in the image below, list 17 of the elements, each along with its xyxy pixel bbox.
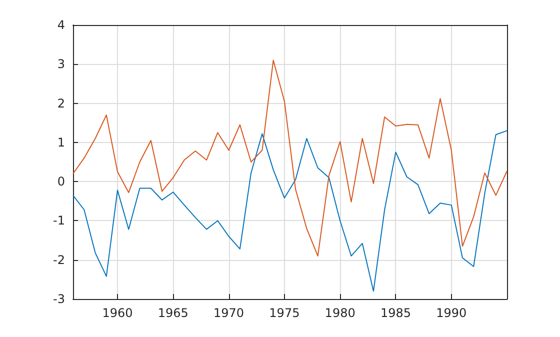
line-series	[72, 130, 508, 292]
y-tick-label: -1	[53, 214, 65, 228]
y-tick-label: 2	[57, 96, 65, 110]
x-tick-label: 1965	[158, 306, 188, 320]
x-tick-label: 1990	[436, 306, 467, 320]
x-tick-label: 1970	[214, 306, 244, 320]
y-tick-label: 3	[57, 57, 65, 72]
x-tick-label: 1980	[324, 306, 356, 320]
y-tick-label: -3	[53, 292, 65, 306]
x-tick-label: 1960	[102, 306, 133, 320]
line-series	[72, 60, 508, 256]
y-tick-label: 1	[57, 135, 65, 150]
y-tick-label: -2	[53, 252, 65, 267]
x-tick-label: 1975	[269, 306, 300, 320]
y-tick-label: 4	[57, 18, 65, 32]
y-tick-label: 0	[57, 174, 65, 189]
x-tick-label: 1985	[380, 306, 411, 320]
